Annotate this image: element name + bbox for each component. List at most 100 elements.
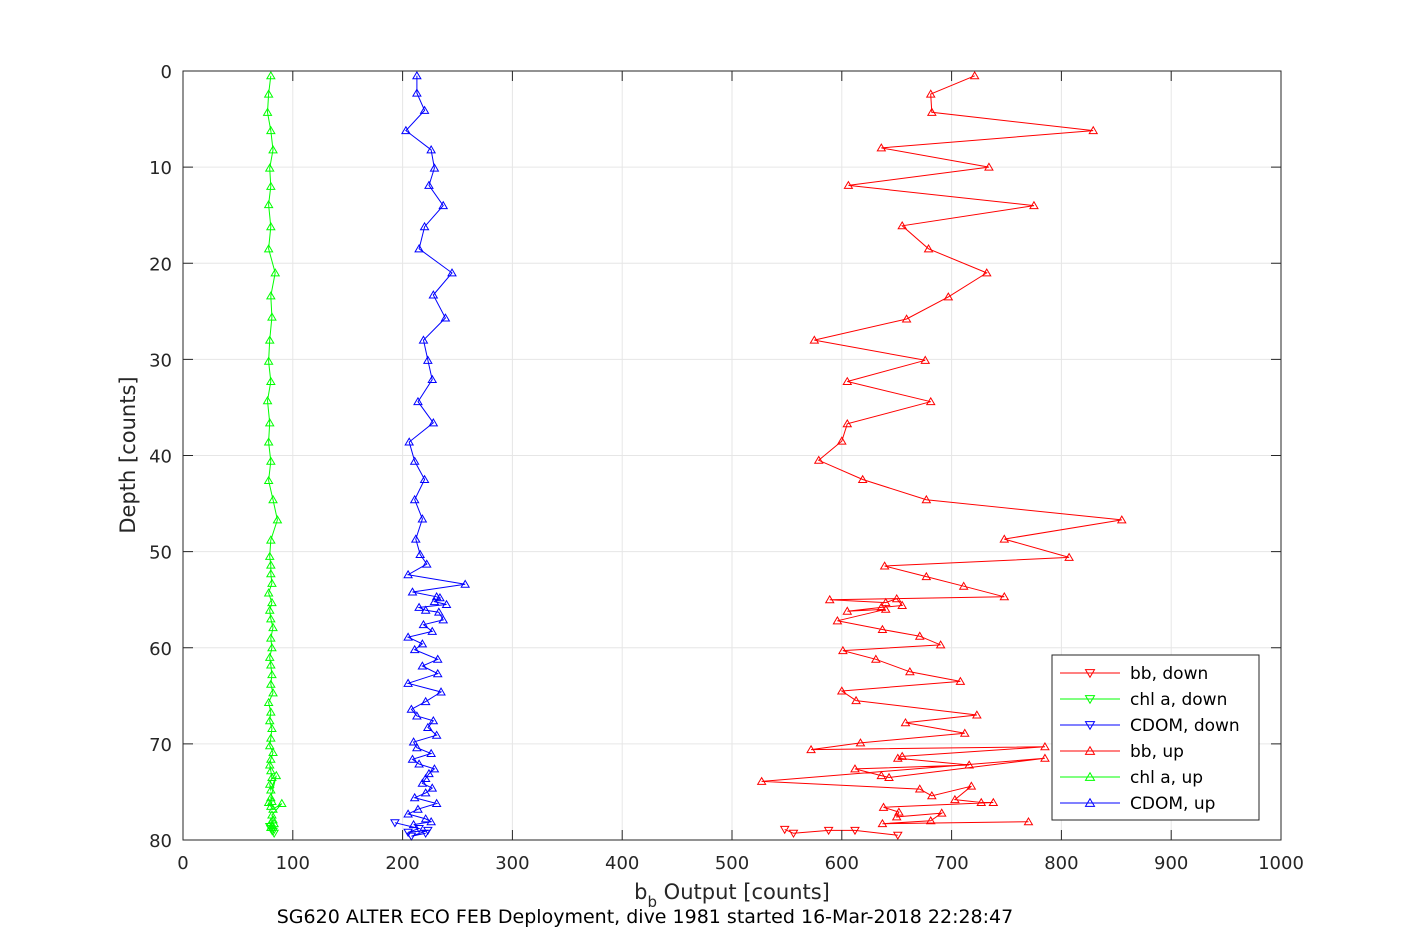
data-point-cdom_up: [426, 748, 437, 757]
data-point-bb_up: [824, 594, 835, 604]
data-point-chl_up: [276, 798, 287, 807]
data-point-chl_up: [268, 747, 278, 757]
data-point-bb_up: [971, 710, 982, 719]
data-point-bb_up: [832, 616, 843, 625]
data-point-bb_up: [870, 654, 881, 663]
data-point-chl_up: [263, 797, 274, 807]
data-point-bb_up: [925, 396, 936, 406]
data-point-cdom_up: [413, 804, 423, 813]
data-point-cdom_up: [409, 456, 420, 465]
data-point-cdom_up: [409, 494, 420, 504]
legend-item: chl a, down: [1060, 690, 1227, 710]
data-point-cdom_up: [414, 759, 424, 768]
data-point-chl_up: [264, 163, 275, 172]
data-point-chl_up: [264, 335, 275, 344]
axis-ticks: 0 100 200 300 400 500 600 700 800 900 1000 0 10 20 30 4…: [149, 62, 1304, 874]
data-point-bb_up: [851, 695, 861, 705]
data-point-cdom_up: [420, 814, 431, 823]
data-point-chl_up: [270, 268, 281, 277]
data-point-cdom_up: [401, 125, 411, 135]
data-point-chl_up: [267, 772, 277, 782]
data-point-cdom_up: [427, 626, 438, 635]
data-point-bb_up: [1040, 741, 1050, 751]
data-point-cdom_up: [440, 313, 451, 322]
data-point-cdom_up: [403, 678, 413, 687]
series-cdom_down: [390, 819, 433, 841]
data-point-bb_up: [969, 71, 980, 80]
data-point-cdom_up: [447, 268, 457, 277]
data-point-chl_up: [265, 560, 276, 569]
data-point-cdom_up: [414, 244, 424, 253]
data-point-bb_down: [850, 826, 860, 836]
data-point-cdom_up: [424, 180, 434, 189]
data-point-cdom_up: [435, 592, 445, 602]
data-point-bb_up: [920, 355, 931, 364]
data-point-cdom_up: [409, 792, 420, 802]
legend-item: bb, up: [1060, 742, 1184, 762]
data-point-bb_down: [823, 826, 834, 836]
data-point-chl_up: [263, 475, 274, 484]
data-point-cdom_up: [414, 602, 424, 611]
data-point-cdom_up: [420, 696, 431, 706]
data-point-chl_up: [263, 244, 274, 253]
legend-label: chl a, down: [1130, 690, 1227, 710]
x-tick-label: 100: [276, 853, 310, 874]
data-point-chl_up: [265, 660, 276, 669]
data-point-bb_up: [806, 744, 816, 754]
data-point-bb_up: [843, 180, 854, 189]
data-point-bb_up: [925, 89, 936, 98]
y-tick-label: 50: [149, 543, 172, 564]
data-point-cdom_up: [441, 599, 452, 608]
data-point-cdom_up: [428, 418, 439, 427]
data-point-cdom_up: [432, 654, 443, 663]
data-point-bb_up: [900, 717, 911, 727]
data-point-cdom_up: [407, 587, 418, 596]
data-point-bb_up: [1116, 515, 1127, 524]
y-tick-label: 60: [149, 639, 172, 660]
data-point-cdom_up: [433, 607, 444, 616]
data-point-bb_up: [842, 376, 853, 385]
data-point-chl_up: [264, 741, 275, 750]
data-point-bb_up: [878, 802, 889, 811]
data-point-chl_up: [265, 291, 276, 300]
data-point-bb_up: [838, 645, 848, 655]
data-point-chl_up: [269, 818, 280, 828]
data-point-cdom_up: [432, 668, 443, 678]
data-point-chl_up: [264, 551, 275, 560]
data-point-chl_up: [267, 723, 277, 732]
data-point-chl_up: [265, 456, 276, 465]
data-point-cdom_down: [406, 832, 417, 841]
data-point-chl_up: [262, 107, 273, 116]
data-point-cdom_up: [427, 783, 438, 792]
data-point-chl_up: [265, 792, 276, 802]
data-point-chl_up: [263, 356, 274, 365]
data-point-bb_up: [1040, 753, 1050, 762]
data-point-bb_up: [959, 728, 970, 737]
series-bb_down: [779, 825, 903, 840]
data-point-chl_up: [264, 418, 275, 427]
data-point-chl_up: [264, 652, 275, 661]
data-point-cdom_up: [419, 221, 430, 231]
data-point-bb_up: [891, 593, 902, 603]
data-point-chl_up: [265, 766, 276, 775]
data-point-bb_up: [1029, 200, 1039, 210]
data-point-chl_up: [265, 633, 276, 642]
y-tick-label: 70: [149, 735, 172, 756]
y-tick-label: 10: [149, 158, 172, 179]
data-point-bb_up: [914, 631, 925, 640]
data-point-bb_up: [976, 797, 987, 807]
data-point-bb_up: [842, 606, 853, 615]
data-point-cdom_up: [422, 355, 433, 364]
data-point-chl_up: [267, 597, 277, 607]
data-point-cdom_up: [424, 768, 434, 778]
data-point-bb_up: [897, 220, 908, 230]
x-tick-label: 500: [715, 853, 749, 874]
legend-label: bb, up: [1130, 742, 1184, 762]
x-axis-label: bb Output [counts]: [634, 880, 830, 911]
data-point-bb_up: [892, 753, 903, 762]
data-point-chl_up: [265, 707, 276, 716]
data-point-bb_up: [966, 781, 977, 790]
data-point-cdom_up: [427, 374, 438, 384]
data-point-bb_up: [880, 604, 891, 613]
data-point-bb_up: [897, 751, 908, 760]
